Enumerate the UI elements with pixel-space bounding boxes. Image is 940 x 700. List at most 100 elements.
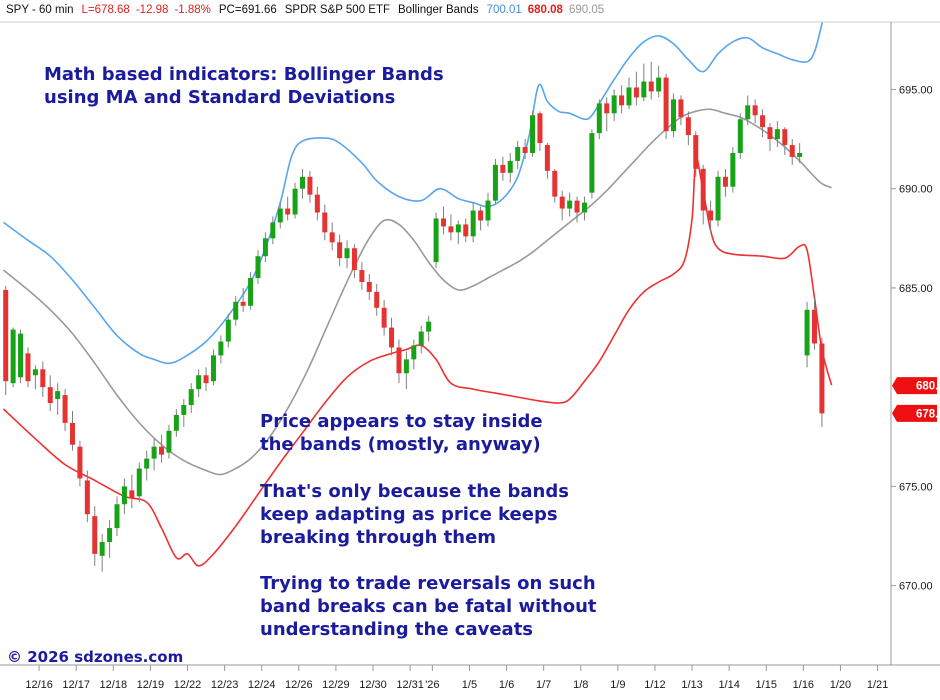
candle-body	[418, 331, 424, 346]
candle-body	[619, 95, 625, 106]
candle-body	[62, 395, 68, 423]
candle-body	[166, 430, 172, 453]
candle-body	[559, 196, 565, 209]
candle-body	[3, 289, 9, 382]
candle-body	[737, 119, 743, 153]
x-tick-label: 1/21	[867, 679, 888, 691]
candle-body	[589, 133, 595, 193]
x-tick-label: 12/16	[25, 679, 53, 691]
candle-body	[730, 152, 736, 187]
x-tick-label: '26	[425, 679, 439, 691]
candle-body	[470, 210, 476, 237]
candle-body	[255, 256, 261, 279]
candle-body	[811, 309, 817, 344]
candle-body	[633, 87, 639, 98]
x-tick-label: 1/9	[610, 679, 625, 691]
candle-body	[225, 319, 231, 342]
candle-body	[196, 375, 202, 390]
candle-body	[55, 391, 61, 400]
candle-body	[233, 301, 239, 320]
x-tick-label: 1/12	[644, 679, 665, 691]
candle-body	[173, 414, 179, 431]
y-tick-label: 670.00	[899, 581, 933, 593]
middle-ma-line	[2, 108, 832, 476]
candle-body	[411, 345, 417, 360]
candle-body	[767, 127, 773, 140]
candle-body	[685, 117, 691, 136]
x-tick-label: 12/24	[248, 679, 276, 691]
x-tick-label: 12/18	[100, 679, 128, 691]
candle-body	[693, 135, 699, 169]
x-tick-label: 1/14	[718, 679, 739, 691]
candle-body	[515, 147, 521, 161]
net-change-label: -12.98	[135, 4, 169, 16]
candle-body	[678, 99, 684, 118]
candle-body	[248, 278, 254, 306]
candle-body	[455, 224, 461, 233]
candle-body	[181, 405, 187, 415]
candle-body	[530, 115, 536, 153]
y-tick-label: 675.00	[899, 481, 933, 493]
candle-body	[381, 307, 387, 328]
candle-body	[500, 164, 506, 173]
candle-body	[574, 200, 580, 213]
candle-body	[745, 105, 751, 120]
x-tick-label: 1/20	[830, 679, 851, 691]
x-tick-label: 1/13	[681, 679, 702, 691]
candle-body	[722, 176, 728, 187]
candle-body	[144, 458, 150, 469]
candle-body	[307, 176, 313, 195]
price-badge-label: 678.68	[916, 408, 940, 420]
candle-body	[337, 242, 343, 259]
candle-body	[708, 210, 714, 221]
candle-body	[626, 87, 632, 106]
percent-change-label: -1.88%	[174, 4, 211, 16]
candle-body	[114, 504, 120, 529]
copyright-label: © 2026 sdzones.com	[7, 648, 184, 666]
candle-body	[774, 129, 780, 140]
candle-body	[351, 248, 357, 271]
x-tick-label: 1/16	[793, 679, 814, 691]
candle-body	[99, 541, 105, 556]
x-tick-label: 12/31	[396, 679, 424, 691]
candle-body	[159, 446, 165, 455]
candle-body	[344, 248, 350, 259]
x-tick-label: 1/6	[499, 679, 514, 691]
candle-body	[10, 329, 16, 384]
candle-body	[292, 188, 298, 215]
candle-body	[374, 291, 380, 308]
candle-body	[604, 103, 610, 114]
candle-body	[752, 105, 758, 116]
candle-body	[40, 369, 46, 388]
candle-body	[552, 170, 558, 197]
x-tick-label: 12/23	[211, 679, 239, 691]
candles	[3, 61, 825, 572]
candle-body	[107, 528, 113, 542]
candle-body	[322, 212, 328, 233]
price-badge	[892, 377, 937, 395]
candle-body	[32, 369, 38, 376]
candle-body	[18, 333, 24, 378]
title-annotation: Math based indicators: Bollinger Bands u…	[44, 64, 444, 108]
candle-body	[522, 147, 528, 153]
candle-body	[492, 164, 498, 201]
annotation-note-3: Trying to trade reversals on such band b…	[260, 573, 597, 640]
candle-body	[218, 341, 224, 356]
x-tick-label: 12/19	[137, 679, 165, 691]
candle-body	[760, 115, 766, 128]
chart-header: SPY - 60 min L=678.68 -12.98 -1.88% PC=691.6…	[6, 4, 612, 16]
candle-body	[663, 77, 669, 132]
candle-body	[611, 95, 617, 114]
price-badge-label: 680.08	[916, 381, 940, 393]
candle-body	[329, 232, 335, 243]
x-tick-label: 1/5	[462, 679, 477, 691]
candle-body	[92, 516, 98, 554]
candle-body	[84, 480, 90, 515]
candle-body	[544, 145, 550, 171]
candle-body	[567, 200, 573, 209]
candle-body	[596, 103, 602, 134]
candle-body	[656, 77, 662, 92]
candle-body	[537, 113, 543, 144]
